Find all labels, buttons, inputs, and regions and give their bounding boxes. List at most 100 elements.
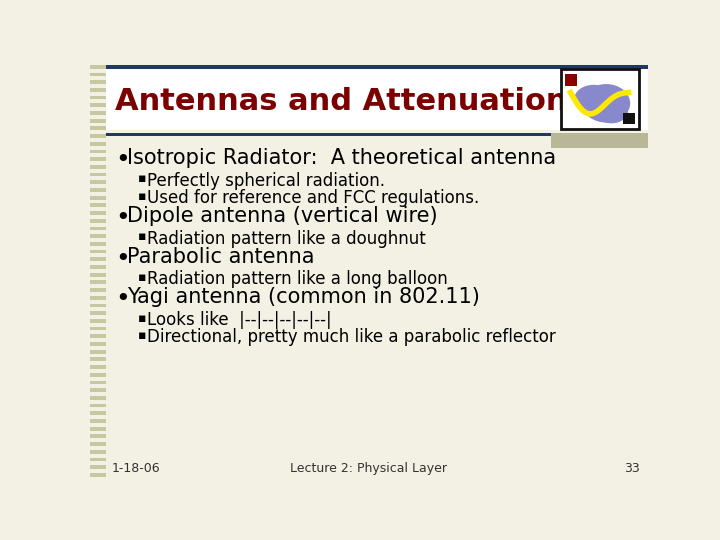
Bar bbox=[90, 161, 106, 165]
Bar bbox=[90, 381, 106, 384]
Bar bbox=[90, 111, 106, 115]
Bar bbox=[90, 92, 106, 96]
Bar bbox=[90, 388, 106, 392]
Bar bbox=[90, 319, 106, 323]
Text: Antennas and Attenuation: Antennas and Attenuation bbox=[114, 87, 567, 116]
Text: •: • bbox=[114, 247, 130, 271]
Bar bbox=[106, 69, 648, 130]
Bar bbox=[90, 327, 106, 330]
Bar bbox=[90, 242, 106, 246]
Bar bbox=[624, 112, 635, 124]
Bar bbox=[90, 411, 106, 415]
Bar bbox=[90, 265, 106, 269]
Text: Isotropic Radiator:  A theoretical antenna: Isotropic Radiator: A theoretical antenn… bbox=[127, 148, 557, 168]
Bar bbox=[90, 373, 106, 377]
Bar bbox=[90, 403, 106, 408]
Bar bbox=[90, 249, 106, 253]
Bar bbox=[90, 99, 106, 103]
Ellipse shape bbox=[595, 100, 628, 123]
Bar bbox=[90, 211, 106, 215]
Bar bbox=[90, 146, 106, 150]
Bar bbox=[90, 369, 106, 373]
Text: Radiation pattern like a doughnut: Radiation pattern like a doughnut bbox=[148, 230, 426, 247]
Bar bbox=[90, 150, 106, 153]
Bar bbox=[90, 80, 106, 84]
Bar bbox=[90, 65, 106, 69]
Bar bbox=[90, 257, 106, 261]
Bar bbox=[106, 132, 551, 137]
Bar bbox=[551, 132, 648, 148]
Text: •: • bbox=[114, 206, 130, 230]
Bar bbox=[90, 204, 106, 207]
Bar bbox=[90, 142, 106, 146]
Bar bbox=[90, 315, 106, 319]
Bar bbox=[90, 153, 106, 157]
Bar bbox=[90, 365, 106, 369]
Bar bbox=[90, 69, 106, 72]
Text: 33: 33 bbox=[624, 462, 640, 475]
Text: ▪: ▪ bbox=[138, 172, 147, 185]
Bar bbox=[90, 219, 106, 222]
Bar bbox=[90, 269, 106, 273]
Bar bbox=[90, 222, 106, 226]
Bar bbox=[90, 384, 106, 388]
Bar bbox=[90, 96, 106, 99]
Bar bbox=[90, 342, 106, 346]
Bar bbox=[90, 284, 106, 288]
Bar bbox=[90, 195, 106, 200]
Bar bbox=[90, 188, 106, 192]
Bar bbox=[90, 300, 106, 303]
Bar bbox=[90, 392, 106, 396]
Bar bbox=[90, 311, 106, 315]
Bar bbox=[90, 469, 106, 473]
Text: Dipole antenna (vertical wire): Dipole antenna (vertical wire) bbox=[127, 206, 438, 226]
Bar bbox=[90, 273, 106, 276]
Bar bbox=[90, 334, 106, 338]
Bar bbox=[90, 215, 106, 219]
Text: Yagi antenna (common in 802.11): Yagi antenna (common in 802.11) bbox=[127, 287, 480, 307]
Bar bbox=[90, 72, 106, 76]
Bar bbox=[90, 88, 106, 92]
Bar bbox=[90, 115, 106, 119]
Bar bbox=[90, 457, 106, 461]
Text: Used for reference and FCC regulations.: Used for reference and FCC regulations. bbox=[148, 189, 480, 207]
Bar bbox=[90, 400, 106, 403]
Bar bbox=[90, 330, 106, 334]
Bar bbox=[90, 107, 106, 111]
Bar bbox=[90, 157, 106, 161]
Text: Radiation pattern like a long balloon: Radiation pattern like a long balloon bbox=[148, 271, 448, 288]
Bar bbox=[90, 226, 106, 231]
Bar bbox=[90, 165, 106, 169]
Bar bbox=[90, 434, 106, 438]
Bar bbox=[90, 419, 106, 423]
Bar bbox=[90, 207, 106, 211]
Bar bbox=[90, 246, 106, 249]
Bar bbox=[90, 119, 106, 123]
Bar bbox=[90, 377, 106, 381]
Bar bbox=[90, 276, 106, 280]
Bar bbox=[90, 357, 106, 361]
Bar bbox=[90, 438, 106, 442]
Bar bbox=[90, 84, 106, 88]
Bar bbox=[90, 454, 106, 457]
Bar bbox=[565, 74, 577, 86]
Text: Perfectly spherical radiation.: Perfectly spherical radiation. bbox=[148, 172, 385, 190]
Bar bbox=[90, 180, 106, 184]
Bar bbox=[106, 457, 648, 458]
Bar bbox=[90, 473, 106, 477]
Bar bbox=[90, 408, 106, 411]
Bar bbox=[90, 296, 106, 300]
Bar bbox=[90, 126, 106, 130]
Bar bbox=[90, 138, 106, 142]
Text: Directional, pretty much like a parabolic reflector: Directional, pretty much like a paraboli… bbox=[148, 328, 556, 346]
Text: Looks like  |--|--|--|--|--|: Looks like |--|--|--|--|--| bbox=[148, 311, 332, 329]
Bar bbox=[90, 427, 106, 430]
Bar bbox=[90, 450, 106, 454]
Bar bbox=[106, 65, 648, 69]
Bar bbox=[90, 134, 106, 138]
Bar bbox=[90, 292, 106, 296]
Bar bbox=[90, 338, 106, 342]
Text: Lecture 2: Physical Layer: Lecture 2: Physical Layer bbox=[290, 462, 448, 475]
Bar bbox=[90, 477, 106, 481]
Bar bbox=[90, 442, 106, 446]
